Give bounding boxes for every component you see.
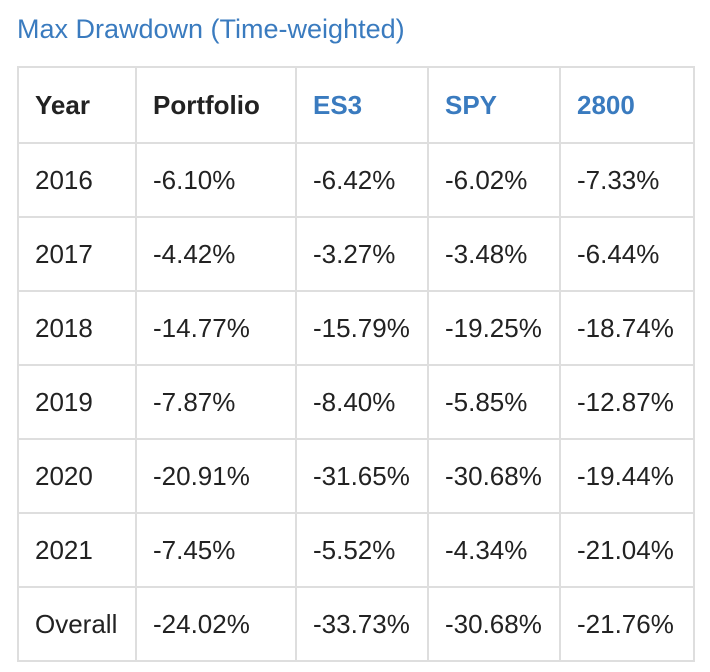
table-row: 2017 -4.42% -3.27% -3.48% -6.44% — [17, 216, 695, 292]
cell-es3: -15.79% — [295, 290, 429, 366]
cell-2800: -18.74% — [559, 290, 695, 366]
column-header-spy-link[interactable]: SPY — [427, 66, 561, 144]
cell-2800: -6.44% — [559, 216, 695, 292]
cell-year: 2021 — [17, 512, 137, 588]
cell-es3: -31.65% — [295, 438, 429, 514]
cell-spy: -5.85% — [427, 364, 561, 440]
cell-portfolio: -7.87% — [135, 364, 297, 440]
cell-year: 2018 — [17, 290, 137, 366]
cell-2800: -19.44% — [559, 438, 695, 514]
column-header-portfolio: Portfolio — [135, 66, 297, 144]
cell-spy: -3.48% — [427, 216, 561, 292]
table-row-overall: Overall -24.02% -33.73% -30.68% -21.76% — [17, 586, 695, 662]
cell-es3: -3.27% — [295, 216, 429, 292]
cell-portfolio: -20.91% — [135, 438, 297, 514]
cell-spy: -6.02% — [427, 142, 561, 218]
cell-portfolio: -4.42% — [135, 216, 297, 292]
cell-es3: -8.40% — [295, 364, 429, 440]
column-header-year: Year — [17, 66, 137, 144]
cell-spy: -30.68% — [427, 438, 561, 514]
table-row: 2018 -14.77% -15.79% -19.25% -18.74% — [17, 290, 695, 366]
cell-2800: -21.76% — [559, 586, 695, 662]
table-row: 2019 -7.87% -8.40% -5.85% -12.87% — [17, 364, 695, 440]
cell-es3: -5.52% — [295, 512, 429, 588]
cell-es3: -6.42% — [295, 142, 429, 218]
max-drawdown-table: Year Portfolio ES3 SPY 2800 2016 -6.10% … — [17, 66, 695, 662]
cell-portfolio: -24.02% — [135, 586, 297, 662]
table-row: 2020 -20.91% -31.65% -30.68% -19.44% — [17, 438, 695, 514]
cell-spy: -4.34% — [427, 512, 561, 588]
cell-es3: -33.73% — [295, 586, 429, 662]
cell-2800: -7.33% — [559, 142, 695, 218]
cell-2800: -12.87% — [559, 364, 695, 440]
cell-portfolio: -14.77% — [135, 290, 297, 366]
cell-year: 2019 — [17, 364, 137, 440]
cell-year: 2017 — [17, 216, 137, 292]
column-header-es3-link[interactable]: ES3 — [295, 66, 429, 144]
cell-spy: -19.25% — [427, 290, 561, 366]
cell-portfolio: -7.45% — [135, 512, 297, 588]
table-title: Max Drawdown (Time-weighted) — [17, 14, 405, 44]
cell-year: 2020 — [17, 438, 137, 514]
table-row: 2021 -7.45% -5.52% -4.34% -21.04% — [17, 512, 695, 588]
cell-spy: -30.68% — [427, 586, 561, 662]
column-header-2800-link[interactable]: 2800 — [559, 66, 695, 144]
cell-year: 2016 — [17, 142, 137, 218]
cell-year: Overall — [17, 586, 137, 662]
cell-portfolio: -6.10% — [135, 142, 297, 218]
cell-2800: -21.04% — [559, 512, 695, 588]
table-row: 2016 -6.10% -6.42% -6.02% -7.33% — [17, 142, 695, 218]
header-row: Year Portfolio ES3 SPY 2800 — [17, 66, 695, 144]
